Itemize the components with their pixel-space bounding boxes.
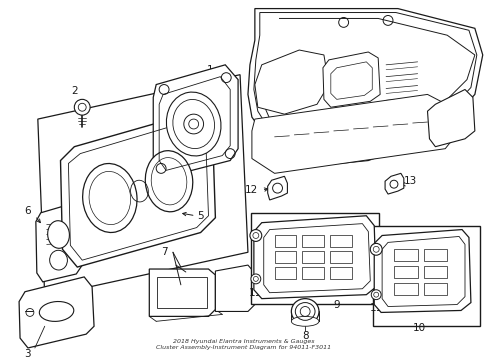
- Text: 10: 10: [412, 323, 426, 333]
- Polygon shape: [247, 9, 482, 163]
- Polygon shape: [251, 94, 456, 173]
- Bar: [329, 267, 351, 279]
- Bar: [423, 266, 447, 278]
- Ellipse shape: [291, 316, 318, 326]
- Circle shape: [370, 290, 380, 300]
- Circle shape: [389, 180, 397, 188]
- Text: 7: 7: [161, 247, 167, 257]
- Circle shape: [188, 119, 198, 129]
- Text: 12: 12: [245, 185, 258, 195]
- Polygon shape: [254, 50, 328, 114]
- Bar: [423, 249, 447, 261]
- Bar: [274, 235, 296, 247]
- Bar: [393, 266, 417, 278]
- Text: 4: 4: [215, 101, 221, 111]
- Bar: [329, 251, 351, 263]
- Text: 1: 1: [207, 65, 213, 75]
- Bar: [157, 277, 206, 309]
- Polygon shape: [19, 277, 94, 348]
- Bar: [302, 251, 323, 263]
- Ellipse shape: [47, 221, 69, 248]
- Ellipse shape: [145, 151, 192, 212]
- Ellipse shape: [291, 299, 318, 324]
- Circle shape: [74, 99, 90, 115]
- Polygon shape: [322, 52, 379, 107]
- Bar: [329, 235, 351, 247]
- Polygon shape: [427, 90, 474, 147]
- Text: 2: 2: [71, 86, 78, 96]
- Text: 3: 3: [24, 349, 31, 359]
- Ellipse shape: [166, 92, 221, 156]
- Bar: [302, 267, 323, 279]
- Polygon shape: [267, 176, 287, 200]
- Circle shape: [183, 114, 203, 134]
- Bar: [372, 226, 479, 326]
- Text: 13: 13: [403, 176, 416, 186]
- Circle shape: [369, 243, 381, 255]
- Text: 11: 11: [249, 288, 262, 298]
- Bar: [302, 235, 323, 247]
- Circle shape: [250, 274, 260, 284]
- Bar: [274, 251, 296, 263]
- Text: 9: 9: [333, 300, 339, 310]
- Text: 5: 5: [197, 211, 203, 221]
- Circle shape: [249, 230, 261, 242]
- Circle shape: [272, 183, 282, 193]
- Bar: [423, 283, 447, 295]
- Polygon shape: [153, 65, 238, 178]
- Polygon shape: [384, 173, 403, 194]
- Text: 11: 11: [369, 303, 382, 314]
- Ellipse shape: [82, 163, 137, 233]
- Polygon shape: [373, 230, 470, 312]
- Bar: [393, 249, 417, 261]
- Text: 8: 8: [301, 331, 308, 341]
- Text: 2018 Hyundai Elantra Instruments & Gauges
Cluster Assembly-Instrument Diagram fo: 2018 Hyundai Elantra Instruments & Gauge…: [156, 339, 331, 350]
- Polygon shape: [61, 111, 215, 267]
- Bar: [250, 213, 378, 303]
- Polygon shape: [253, 216, 375, 299]
- Polygon shape: [215, 265, 254, 311]
- Bar: [274, 267, 296, 279]
- Polygon shape: [149, 269, 215, 316]
- Bar: [393, 283, 417, 295]
- Polygon shape: [36, 203, 82, 282]
- Text: 6: 6: [24, 206, 31, 216]
